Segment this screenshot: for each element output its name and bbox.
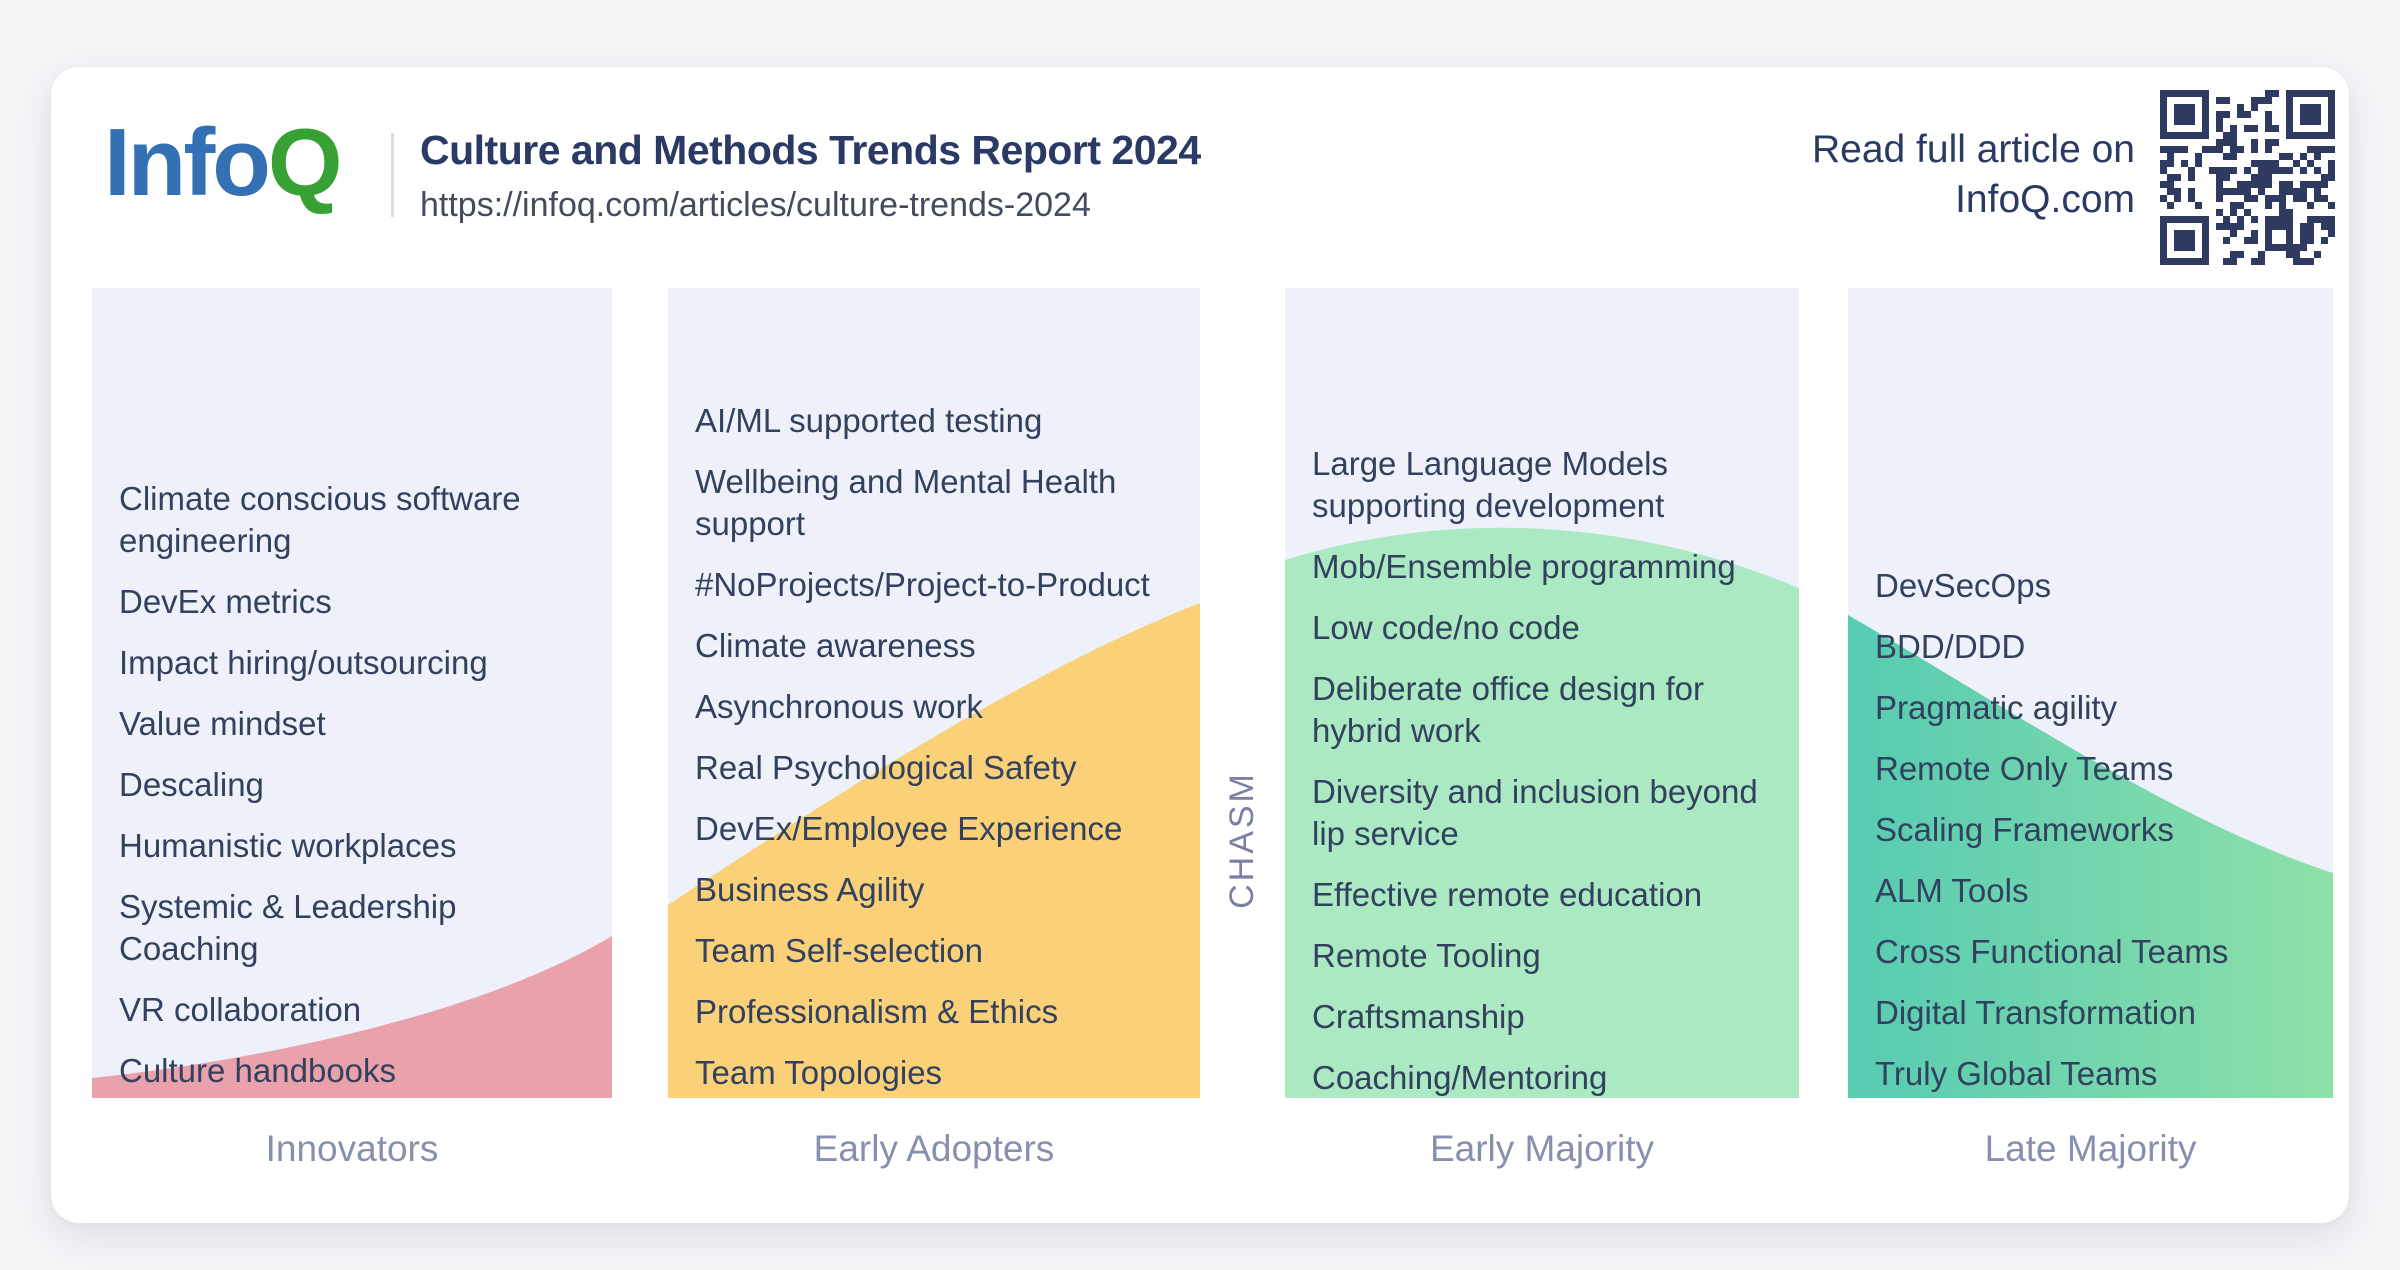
trend-item: Digital Transformation (1875, 994, 2196, 1031)
column-early-majority: Large Language Models supporting develop… (1285, 288, 1799, 1098)
column-early-adopters: AI/ML supported testing Wellbeing and Men… (668, 288, 1200, 1098)
trend-item: Effective remote education (1312, 876, 1703, 913)
trend-item: Team Topologies (695, 1054, 943, 1091)
trend-list-late-majority: DevSecOps BDD/DDD Pragmatic agility Remote … (1848, 288, 2333, 1095)
trend-item: Real Psychological Safety (695, 749, 1077, 786)
trend-item: Scaling Frameworks (1875, 811, 2174, 848)
column-late-majority: DevSecOps BDD/DDD Pragmatic agility Remote … (1848, 288, 2333, 1098)
logo-q-text: Q (267, 109, 343, 216)
late-majority-curve-shape (1848, 615, 2333, 1098)
trend-item: BDD/DDD (1875, 628, 2026, 665)
trend-item: Wellbeing and Mental Health support (695, 463, 1117, 542)
trend-item: Climate awareness (695, 627, 976, 664)
trend-item: Impact hiring/outsourcing (119, 644, 488, 681)
innovators-curve-shape (92, 936, 612, 1098)
trend-item: Cross Functional Teams (1875, 933, 2229, 970)
segment-label-late-majority: Late Majority (1984, 1128, 2197, 1169)
trend-item: Diversity and inclusion beyond lip servi… (1312, 773, 1758, 852)
trend-item: Systemic & Leadership Coaching (119, 888, 457, 967)
page-title: Culture and Methods Trends Report 2024 (420, 127, 1201, 173)
trend-item: ALM Tools (1875, 872, 2029, 909)
infoq-logo: InfoQ (104, 115, 343, 211)
early-majority-curve-shape (1285, 527, 1799, 1098)
trend-item: Remote Only Teams (1875, 750, 2174, 787)
trend-item: Deliberate office design for hybrid work (1312, 670, 1704, 749)
trend-item: Remote Tooling (1312, 937, 1541, 974)
logo-info-text: Info (104, 109, 271, 216)
segment-label-innovators: Innovators (265, 1128, 439, 1169)
trend-item: Coaching/Mentoring (1312, 1059, 1608, 1096)
trend-item: Climate conscious software engineering (119, 480, 521, 559)
report-card: InfoQ Culture and Methods Trends Report … (51, 67, 2349, 1223)
trend-item: Descaling (119, 766, 264, 803)
trend-item: Humanistic workplaces (119, 827, 457, 864)
article-url: https://infoq.com/articles/culture-trend… (420, 186, 1091, 224)
header-divider (391, 133, 394, 217)
trend-item: Value mindset (119, 705, 326, 742)
trend-item: DevEx metrics (119, 583, 332, 620)
trend-item: Pragmatic agility (1875, 689, 2118, 726)
trend-item: Professionalism & Ethics (695, 993, 1059, 1030)
early-adopters-curve-shape (668, 603, 1200, 1098)
trend-list-early-majority: Large Language Models supporting develop… (1285, 288, 1799, 1099)
trend-item: Large Language Models supporting develop… (1312, 445, 1668, 524)
trend-item: Low code/no code (1312, 609, 1580, 646)
trend-list-innovators: Climate conscious software engineering De… (92, 288, 612, 1092)
read-full-article-text: Read full article on InfoQ.com (1812, 125, 2135, 225)
trend-item: Culture handbooks (119, 1052, 397, 1089)
trend-list-early-adopters: AI/ML supported testing Wellbeing and Men… (668, 288, 1200, 1094)
segment-label-early-majority: Early Majority (1429, 1128, 1655, 1169)
trend-item: Asynchronous work (695, 688, 983, 725)
title-block: Culture and Methods Trends Report 2024 h… (420, 127, 1201, 225)
trend-item: Craftsmanship (1312, 998, 1525, 1035)
trend-item: #NoProjects/Project-to-Product (695, 566, 1150, 603)
trend-item: Business Agility (695, 871, 925, 908)
segment-label-early-adopters: Early Adopters (813, 1128, 1055, 1169)
trend-item: AI/ML supported testing (695, 402, 1043, 439)
trend-item: Mob/Ensemble programming (1312, 548, 1736, 585)
trend-item: DevEx/Employee Experience (695, 810, 1123, 847)
trend-item: Truly Global Teams (1875, 1055, 2158, 1092)
qr-code-icon (2160, 90, 2335, 265)
chasm-label: CHASM (1222, 771, 1261, 909)
read-full-line2: InfoQ.com (1955, 178, 2135, 221)
trend-item: Team Self-selection (695, 932, 983, 969)
read-full-line1: Read full article on (1811, 128, 2135, 171)
column-innovators: Climate conscious software engineering De… (92, 288, 612, 1098)
trend-item: DevSecOps (1875, 567, 2052, 604)
trend-item: VR collaboration (119, 991, 362, 1028)
